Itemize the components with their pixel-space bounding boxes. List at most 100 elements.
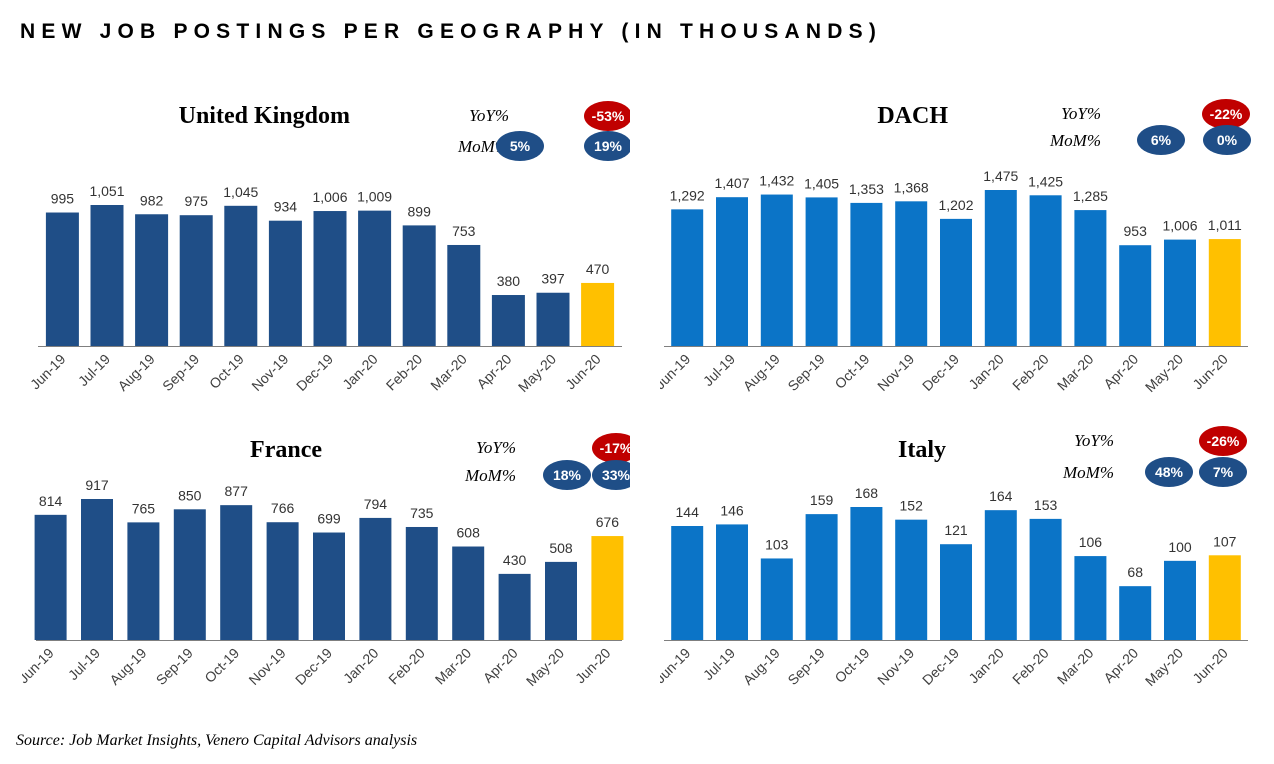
mom-badge: 0%: [1203, 125, 1251, 155]
bar-nov-19: [268, 220, 302, 346]
data-label: 430: [503, 552, 527, 568]
x-tick-label: Jun-19: [660, 351, 693, 393]
x-tick-label: Jul-19: [700, 351, 738, 389]
data-label: 1,202: [938, 197, 973, 213]
bar-dec-19: [313, 532, 345, 640]
x-tick-label: Apr-20: [473, 351, 514, 392]
x-tick-label: Dec-19: [293, 351, 336, 394]
x-tick-label: Nov-19: [248, 351, 291, 394]
data-label: 106: [1079, 534, 1103, 550]
bar-chart-svg: France YoY% MoM% -17% 18% 33% 814 Jun-19 917 Jul-…: [22, 433, 630, 689]
data-label: 1,353: [849, 181, 884, 197]
x-tick-label: Aug-19: [740, 645, 783, 688]
data-label: 975: [185, 193, 209, 209]
bar-dec-19: [313, 211, 347, 346]
bar-dec-19: [940, 218, 972, 346]
yoy-label: YoY%: [1074, 431, 1114, 450]
x-tick-label: Jan-20: [965, 351, 1007, 393]
x-tick-label: May-20: [1142, 645, 1186, 689]
data-label: 877: [225, 483, 249, 499]
x-tick-label: Mar-20: [1054, 645, 1097, 688]
x-tick-label: Jan-20: [340, 645, 382, 687]
x-tick-label: May-20: [1142, 351, 1186, 395]
data-label: 699: [317, 511, 341, 527]
svg-text:33%: 33%: [602, 467, 630, 483]
bar-sep-19: [173, 509, 206, 640]
svg-text:5%: 5%: [510, 138, 531, 154]
x-tick-label: Jun-19: [22, 645, 57, 687]
yoy-label: YoY%: [1061, 104, 1101, 123]
data-label: 1,407: [714, 175, 749, 191]
x-tick-label: Jun-19: [660, 645, 693, 687]
x-tick-label: Apr-20: [480, 645, 521, 686]
x-tick-label: Sep-19: [153, 645, 196, 688]
x-tick-label: Dec-19: [292, 645, 335, 688]
bar-jun-20: [581, 282, 615, 346]
bar-aug-19: [135, 214, 169, 346]
data-label: 100: [1168, 539, 1192, 555]
bar-jun-20: [1208, 239, 1241, 346]
x-tick-label: Mar-20: [432, 645, 475, 688]
bar-mar-20: [447, 244, 481, 346]
chart-title: United Kingdom: [179, 103, 350, 129]
data-label: 1,425: [1028, 173, 1063, 189]
x-tick-label: Jul-19: [700, 645, 738, 683]
x-tick-label: Oct-19: [831, 351, 872, 392]
bar-sep-19: [805, 514, 838, 640]
data-label: 144: [676, 504, 700, 520]
x-tick-label: Aug-19: [106, 645, 149, 688]
bar-aug-19: [127, 522, 160, 640]
x-tick-label: Dec-19: [919, 351, 962, 394]
yoy-badge: -22%: [1202, 99, 1250, 129]
data-label: 1,368: [894, 179, 929, 195]
bar-jan-20: [358, 210, 392, 346]
bar-jun-19: [45, 212, 79, 346]
data-label: 164: [989, 488, 1013, 504]
x-tick-label: Jun-20: [572, 645, 614, 687]
data-label: 995: [51, 191, 75, 207]
bar-oct-19: [220, 505, 253, 640]
data-label: 1,006: [1162, 218, 1197, 234]
data-label: 982: [140, 192, 164, 208]
data-label: 1,006: [312, 189, 347, 205]
x-tick-label: Feb-20: [385, 645, 428, 688]
data-label: 753: [452, 223, 476, 239]
bar-jun-19: [671, 526, 704, 640]
mom-label: MoM%: [1062, 463, 1114, 482]
bar-jun-20: [1208, 555, 1241, 640]
bar-apr-20: [498, 573, 531, 640]
mom-badge: 6%: [1137, 125, 1185, 155]
bar-jul-19: [716, 524, 748, 640]
x-tick-label: Jul-19: [75, 351, 113, 389]
data-label: 121: [944, 522, 968, 538]
data-label: 1,475: [983, 168, 1018, 184]
data-label: 735: [410, 505, 434, 521]
yoy-badge: -53%: [584, 101, 630, 131]
chart-panel-dach: DACH YoY% MoM% -22% 6% 0% 1,292 Jun-19 1,407 Jul-…: [660, 90, 1260, 420]
bar-jul-19: [90, 205, 124, 346]
bar-apr-20: [1119, 586, 1152, 640]
data-label: 953: [1124, 223, 1148, 239]
bar-oct-19: [224, 205, 258, 346]
data-label: 794: [364, 496, 388, 512]
yoy-badge: -26%: [1199, 426, 1247, 456]
mom-badge: 19%: [584, 131, 630, 161]
x-tick-label: Jun-20: [562, 351, 604, 393]
x-tick-label: Mar-20: [427, 351, 470, 394]
x-tick-label: Jun-19: [27, 351, 69, 393]
data-label: 470: [586, 261, 610, 277]
data-label: 1,292: [670, 187, 705, 203]
chart-panel-united-kingdom: United Kingdom YoY% MoM% -53% 5% 19% 995 Jun-19…: [22, 90, 630, 420]
data-label: 68: [1127, 564, 1143, 580]
svg-text:-26%: -26%: [1207, 433, 1240, 449]
x-tick-label: Oct-19: [206, 351, 247, 392]
yoy-badge: -17%: [592, 433, 630, 463]
svg-text:-17%: -17%: [600, 440, 630, 456]
svg-text:18%: 18%: [553, 467, 582, 483]
svg-text:-53%: -53%: [592, 108, 625, 124]
page-title: NEW JOB POSTINGS PER GEOGRAPHY (IN THOUS…: [20, 20, 883, 43]
x-tick-label: Nov-19: [245, 645, 288, 688]
mom-badge: 5%: [496, 131, 544, 161]
data-label: 152: [900, 498, 924, 514]
bar-feb-20: [1029, 195, 1062, 346]
